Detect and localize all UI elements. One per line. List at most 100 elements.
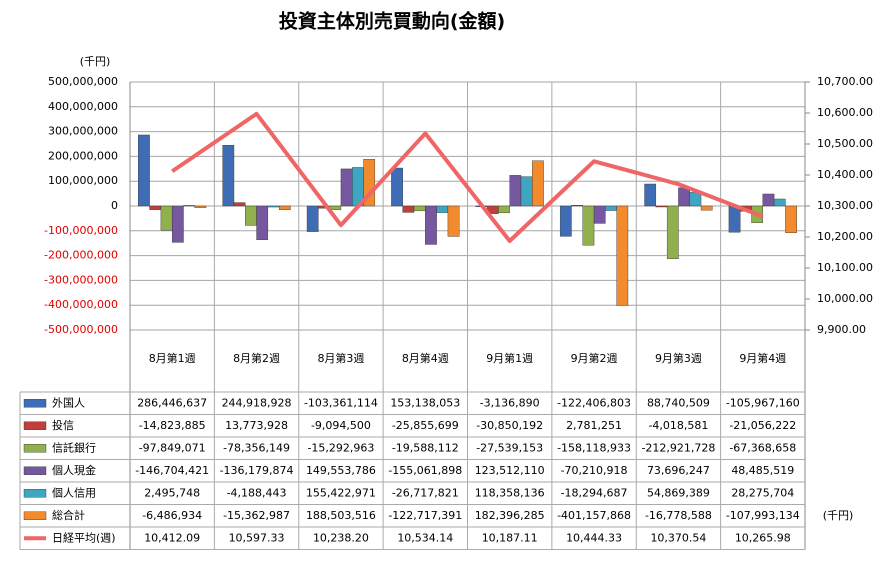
bar <box>689 192 702 207</box>
bar <box>773 198 786 207</box>
bar <box>447 205 460 237</box>
table-cell: -6,486,934 <box>142 509 202 522</box>
bar <box>340 168 353 207</box>
y-tick-label: 100,000,000 <box>48 174 118 187</box>
table-cell: -155,061,898 <box>388 464 462 477</box>
table-cell: -105,967,160 <box>726 396 800 409</box>
table-cell: -97,849,071 <box>139 441 206 454</box>
bar <box>785 205 797 233</box>
bar <box>402 205 415 213</box>
y-tick-label: 0 <box>111 199 118 212</box>
table-cell: 73,696,247 <box>647 464 710 477</box>
legend-label: 信託銀行 <box>52 440 96 454</box>
legend-key <box>23 489 47 498</box>
bar <box>222 145 235 207</box>
y2-tick-label: 9,900.00 <box>817 323 866 336</box>
table-cell: 28,275,704 <box>731 486 794 499</box>
table-cell: -146,704,421 <box>135 464 209 477</box>
table-cell: -107,993,134 <box>726 509 800 522</box>
bar <box>363 159 376 207</box>
bar <box>532 160 544 207</box>
table-cell: -78,356,149 <box>223 441 290 454</box>
bar <box>267 205 280 208</box>
table-cell: -15,362,987 <box>223 509 290 522</box>
table-cell: 10,412.09 <box>144 531 200 544</box>
table-cell: -14,823,885 <box>139 419 206 432</box>
y2-tick-label: 10,600.00 <box>817 106 873 119</box>
legend-label: 個人現金 <box>52 463 96 477</box>
table-cell: 244,918,928 <box>222 396 292 409</box>
table-cell: 123,512,110 <box>475 464 545 477</box>
chart-title: 投資主体別売買動向(金額) <box>279 10 505 33</box>
legend-key <box>23 421 47 430</box>
bar <box>278 205 291 211</box>
y-tick-label: -100,000,000 <box>44 224 118 237</box>
table-cell: 88,740,509 <box>647 396 710 409</box>
table-cell: 153,138,053 <box>390 396 460 409</box>
x-tick-label: 8月第4週 <box>402 351 449 365</box>
bar <box>149 205 162 210</box>
table-cell: -9,094,500 <box>311 419 371 432</box>
legend-label: 個人信用 <box>52 486 96 499</box>
y-axis-label: (千円) <box>80 55 111 68</box>
bar <box>391 167 403 207</box>
bar <box>171 205 184 243</box>
y-tick-label: 500,000,000 <box>48 75 118 88</box>
table-cell: -4,188,443 <box>227 486 287 499</box>
bar <box>571 205 583 207</box>
table-cell: 2,781,251 <box>566 419 622 432</box>
x-tick-label: 8月第2週 <box>233 351 280 365</box>
y2-tick-label: 10,200.00 <box>817 230 873 243</box>
bar <box>245 205 257 226</box>
x-tick-label: 9月第4週 <box>739 351 786 365</box>
bar <box>520 176 533 207</box>
unit-note: (千円) <box>823 509 854 522</box>
bar <box>762 193 775 207</box>
legend-key <box>23 511 47 520</box>
y-tick-label: -300,000,000 <box>44 273 118 286</box>
bar <box>678 187 690 207</box>
legend-label: 投信 <box>52 418 74 432</box>
table-cell: 188,503,516 <box>306 509 376 522</box>
table-cell: -401,157,868 <box>557 509 631 522</box>
table-cell: -103,361,114 <box>304 396 378 409</box>
table-cell: 13,773,928 <box>225 419 288 432</box>
legend-key <box>23 444 47 453</box>
line-series <box>171 111 764 243</box>
bar <box>700 205 713 211</box>
table-cell: 10,444.33 <box>566 531 622 544</box>
bar <box>509 175 522 207</box>
table-cell: -26,717,821 <box>392 486 459 499</box>
table-cell: -158,118,933 <box>557 441 631 454</box>
table-cell: 10,265.98 <box>735 531 791 544</box>
x-tick-label: 8月第3週 <box>317 351 364 365</box>
table-cell: -15,292,963 <box>307 441 374 454</box>
y2-tick-label: 10,700.00 <box>817 75 873 88</box>
y2-tick-label: 10,500.00 <box>817 137 873 150</box>
table-cell: 10,534.14 <box>397 531 453 544</box>
bar <box>616 205 629 306</box>
bar <box>593 205 606 224</box>
table-cell: -122,717,391 <box>388 509 462 522</box>
table-cell: 2,495,748 <box>144 486 200 499</box>
x-tick-label: 9月第1週 <box>486 351 533 365</box>
bar <box>160 205 173 231</box>
bar <box>436 205 449 213</box>
y2-tick-label: 10,300.00 <box>817 199 873 212</box>
table-cell: 155,422,971 <box>306 486 376 499</box>
bar <box>559 205 572 237</box>
y-tick-label: 400,000,000 <box>48 100 118 113</box>
y-tick-label: 300,000,000 <box>48 125 118 138</box>
y-tick-label: -400,000,000 <box>44 298 118 311</box>
bar <box>655 205 668 208</box>
table-cell: -30,850,192 <box>476 419 543 432</box>
table-cell: 10,370.54 <box>650 531 706 544</box>
bar <box>728 205 741 233</box>
x-tick-label: 9月第2週 <box>571 351 618 365</box>
y-tick-label: -500,000,000 <box>44 323 118 336</box>
legend-label: 総合計 <box>52 508 85 522</box>
table-cell: -70,210,918 <box>561 464 628 477</box>
bar <box>194 205 207 208</box>
table-cell: 10,187.11 <box>482 531 538 544</box>
